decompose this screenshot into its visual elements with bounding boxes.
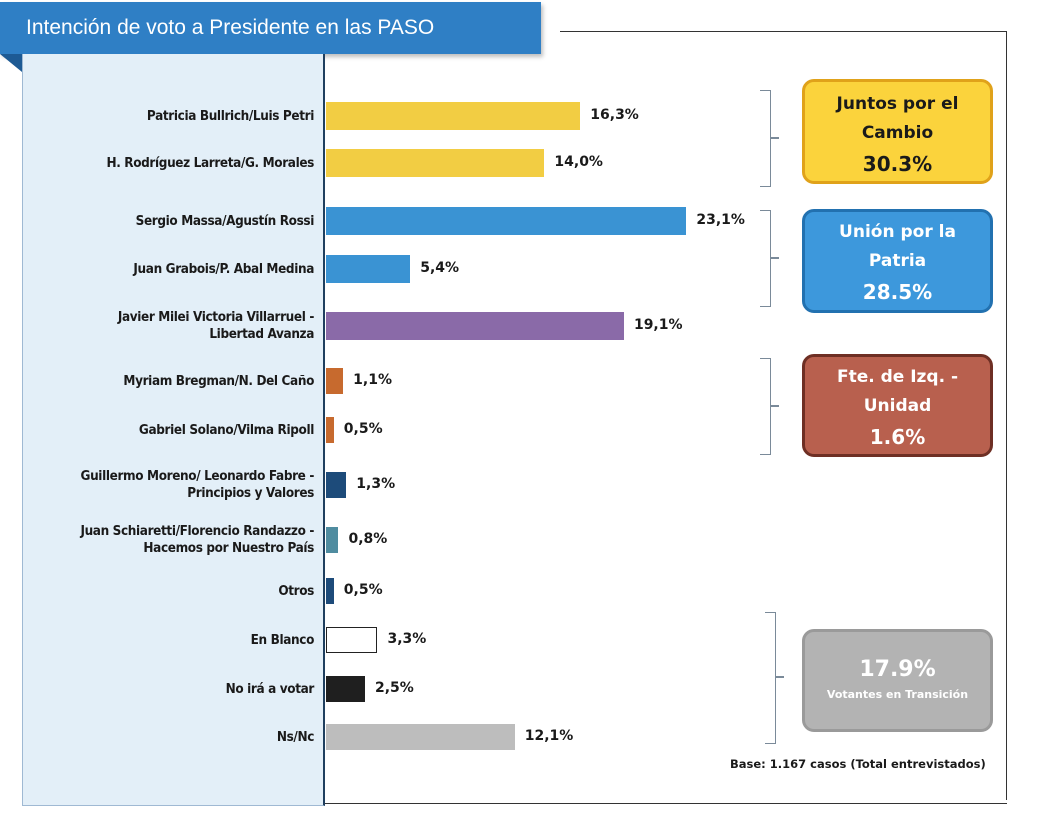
group-name-line-1: Juntos por el	[836, 94, 959, 114]
category-label-line: H. Rodríguez Larreta/G. Morales	[106, 155, 314, 171]
category-label: Juan Grabois/P. Abal Medina	[44, 261, 314, 278]
category-label-line: Otros	[278, 583, 314, 599]
category-label: Juan Schiaretti/Florencio Randazzo - Hace…	[44, 523, 314, 557]
value-label: 0,5%	[343, 582, 383, 598]
value-label: 2,5%	[375, 680, 414, 696]
category-label: Guillermo Moreno/ Leonardo Fabre - Princi…	[44, 468, 315, 502]
bar-2	[326, 207, 687, 235]
category-label-line: Juan Grabois/P. Abal Medina	[133, 261, 314, 277]
group-box-transicion: 17.9% Votantes en Transición	[802, 629, 993, 732]
category-label-line: Sergio Massa/Agustín Rossi	[135, 213, 315, 229]
frame-border-right	[1006, 31, 1007, 800]
category-label-line: Javier Milei Victoria Villarruel -	[117, 310, 315, 325]
group-total: 28.5%	[862, 280, 933, 304]
value-label: 12,1%	[524, 728, 574, 744]
value-label: 0,5%	[343, 421, 383, 437]
category-label: En Blanco	[44, 632, 315, 649]
category-label: Gabriel Solano/Vilma Ripoll	[44, 422, 314, 439]
category-label: Patricia Bullrich/Luis Petri	[44, 108, 314, 125]
base-note: Base: 1.167 casos (Total entrevistados)	[730, 757, 986, 771]
category-label-line: Principios y Valores	[187, 486, 314, 501]
category-label-line: Gabriel Solano/Vilma Ripoll	[138, 422, 314, 438]
category-label-line: No irá a votar	[225, 681, 315, 697]
bar-3	[326, 255, 411, 283]
category-label: H. Rodríguez Larreta/G. Morales	[44, 155, 314, 172]
category-label: Myriam Bregman/N. Del Caño	[44, 373, 314, 390]
value-label: 3,3%	[387, 631, 427, 647]
bracket-juntos-tick	[771, 137, 779, 139]
category-label: Sergio Massa/Agustín Rossi	[44, 213, 315, 230]
value-label: 16,3%	[590, 107, 639, 123]
group-name-line-2: Patria	[868, 251, 927, 271]
bar-7	[326, 472, 347, 498]
value-label: 1,1%	[353, 372, 392, 388]
group-total: 30.3%	[862, 152, 933, 176]
category-label-line: Ns/Nc	[276, 729, 315, 745]
group-name-line-1: Fte. de Izq. -	[836, 367, 959, 387]
value-label: 5,4%	[420, 260, 460, 276]
category-label-line: Libertad Avanza	[209, 327, 314, 342]
category-label-line: Guillermo Moreno/ Leonardo Fabre -	[80, 469, 315, 484]
category-label: Ns/Nc	[44, 729, 315, 746]
chart-title: Intención de voto a Presidente en las PA…	[0, 2, 541, 54]
bar-4	[326, 312, 624, 340]
category-label-line: Juan Schiaretti/Florencio Randazzo -	[80, 524, 314, 539]
bar-9	[326, 578, 334, 604]
bar-12	[326, 724, 515, 750]
bar-8	[326, 527, 339, 553]
frame-border-bottom	[325, 803, 1007, 804]
value-label: 0,8%	[348, 531, 388, 547]
bracket-juntos	[760, 90, 771, 187]
value-label: 23,1%	[696, 212, 745, 228]
bracket-transicion	[765, 612, 776, 744]
bracket-union-tick	[771, 257, 779, 259]
bracket-izquierda	[760, 358, 771, 455]
category-label-line: Myriam Bregman/N. Del Caño	[123, 373, 315, 389]
category-label-line: Hacemos por Nuestro País	[143, 541, 314, 556]
category-label: No irá a votar	[44, 681, 315, 698]
value-label: 1,3%	[356, 476, 396, 492]
group-subtitle: Votantes en Transición	[826, 688, 969, 701]
bar-6	[326, 417, 334, 443]
frame-border-top	[560, 31, 1007, 32]
bar-10	[326, 627, 378, 653]
value-label: 14,0%	[554, 154, 603, 170]
category-label-line: Patricia Bullrich/Luis Petri	[146, 108, 314, 124]
bar-11	[326, 676, 365, 702]
bar-0	[326, 102, 581, 130]
value-label: 19,1%	[633, 317, 683, 333]
title-fold-decoration	[0, 54, 22, 72]
bar-5	[326, 368, 344, 394]
group-box-juntos: Juntos por el Cambio 30.3%	[802, 79, 993, 184]
group-name-line-2: Unidad	[863, 396, 932, 416]
bracket-transicion-tick	[776, 676, 784, 678]
group-name-line-1: Unión por la	[839, 222, 956, 242]
category-label-line: En Blanco	[250, 632, 315, 648]
group-name-line-2: Cambio	[861, 123, 934, 143]
group-box-union: Unión por la Patria 28.5%	[802, 209, 993, 313]
bracket-union	[760, 210, 771, 307]
category-label-panel	[22, 54, 325, 806]
group-box-izquierda: Fte. de Izq. - Unidad 1.6%	[802, 354, 993, 457]
group-total: 1.6%	[869, 425, 926, 449]
category-label: Otros	[44, 583, 314, 600]
bar-1	[326, 149, 545, 177]
group-total: 17.9%	[859, 657, 936, 682]
bracket-izquierda-tick	[771, 405, 779, 407]
category-label: Javier Milei Victoria Villarruel - Libert…	[44, 309, 315, 343]
